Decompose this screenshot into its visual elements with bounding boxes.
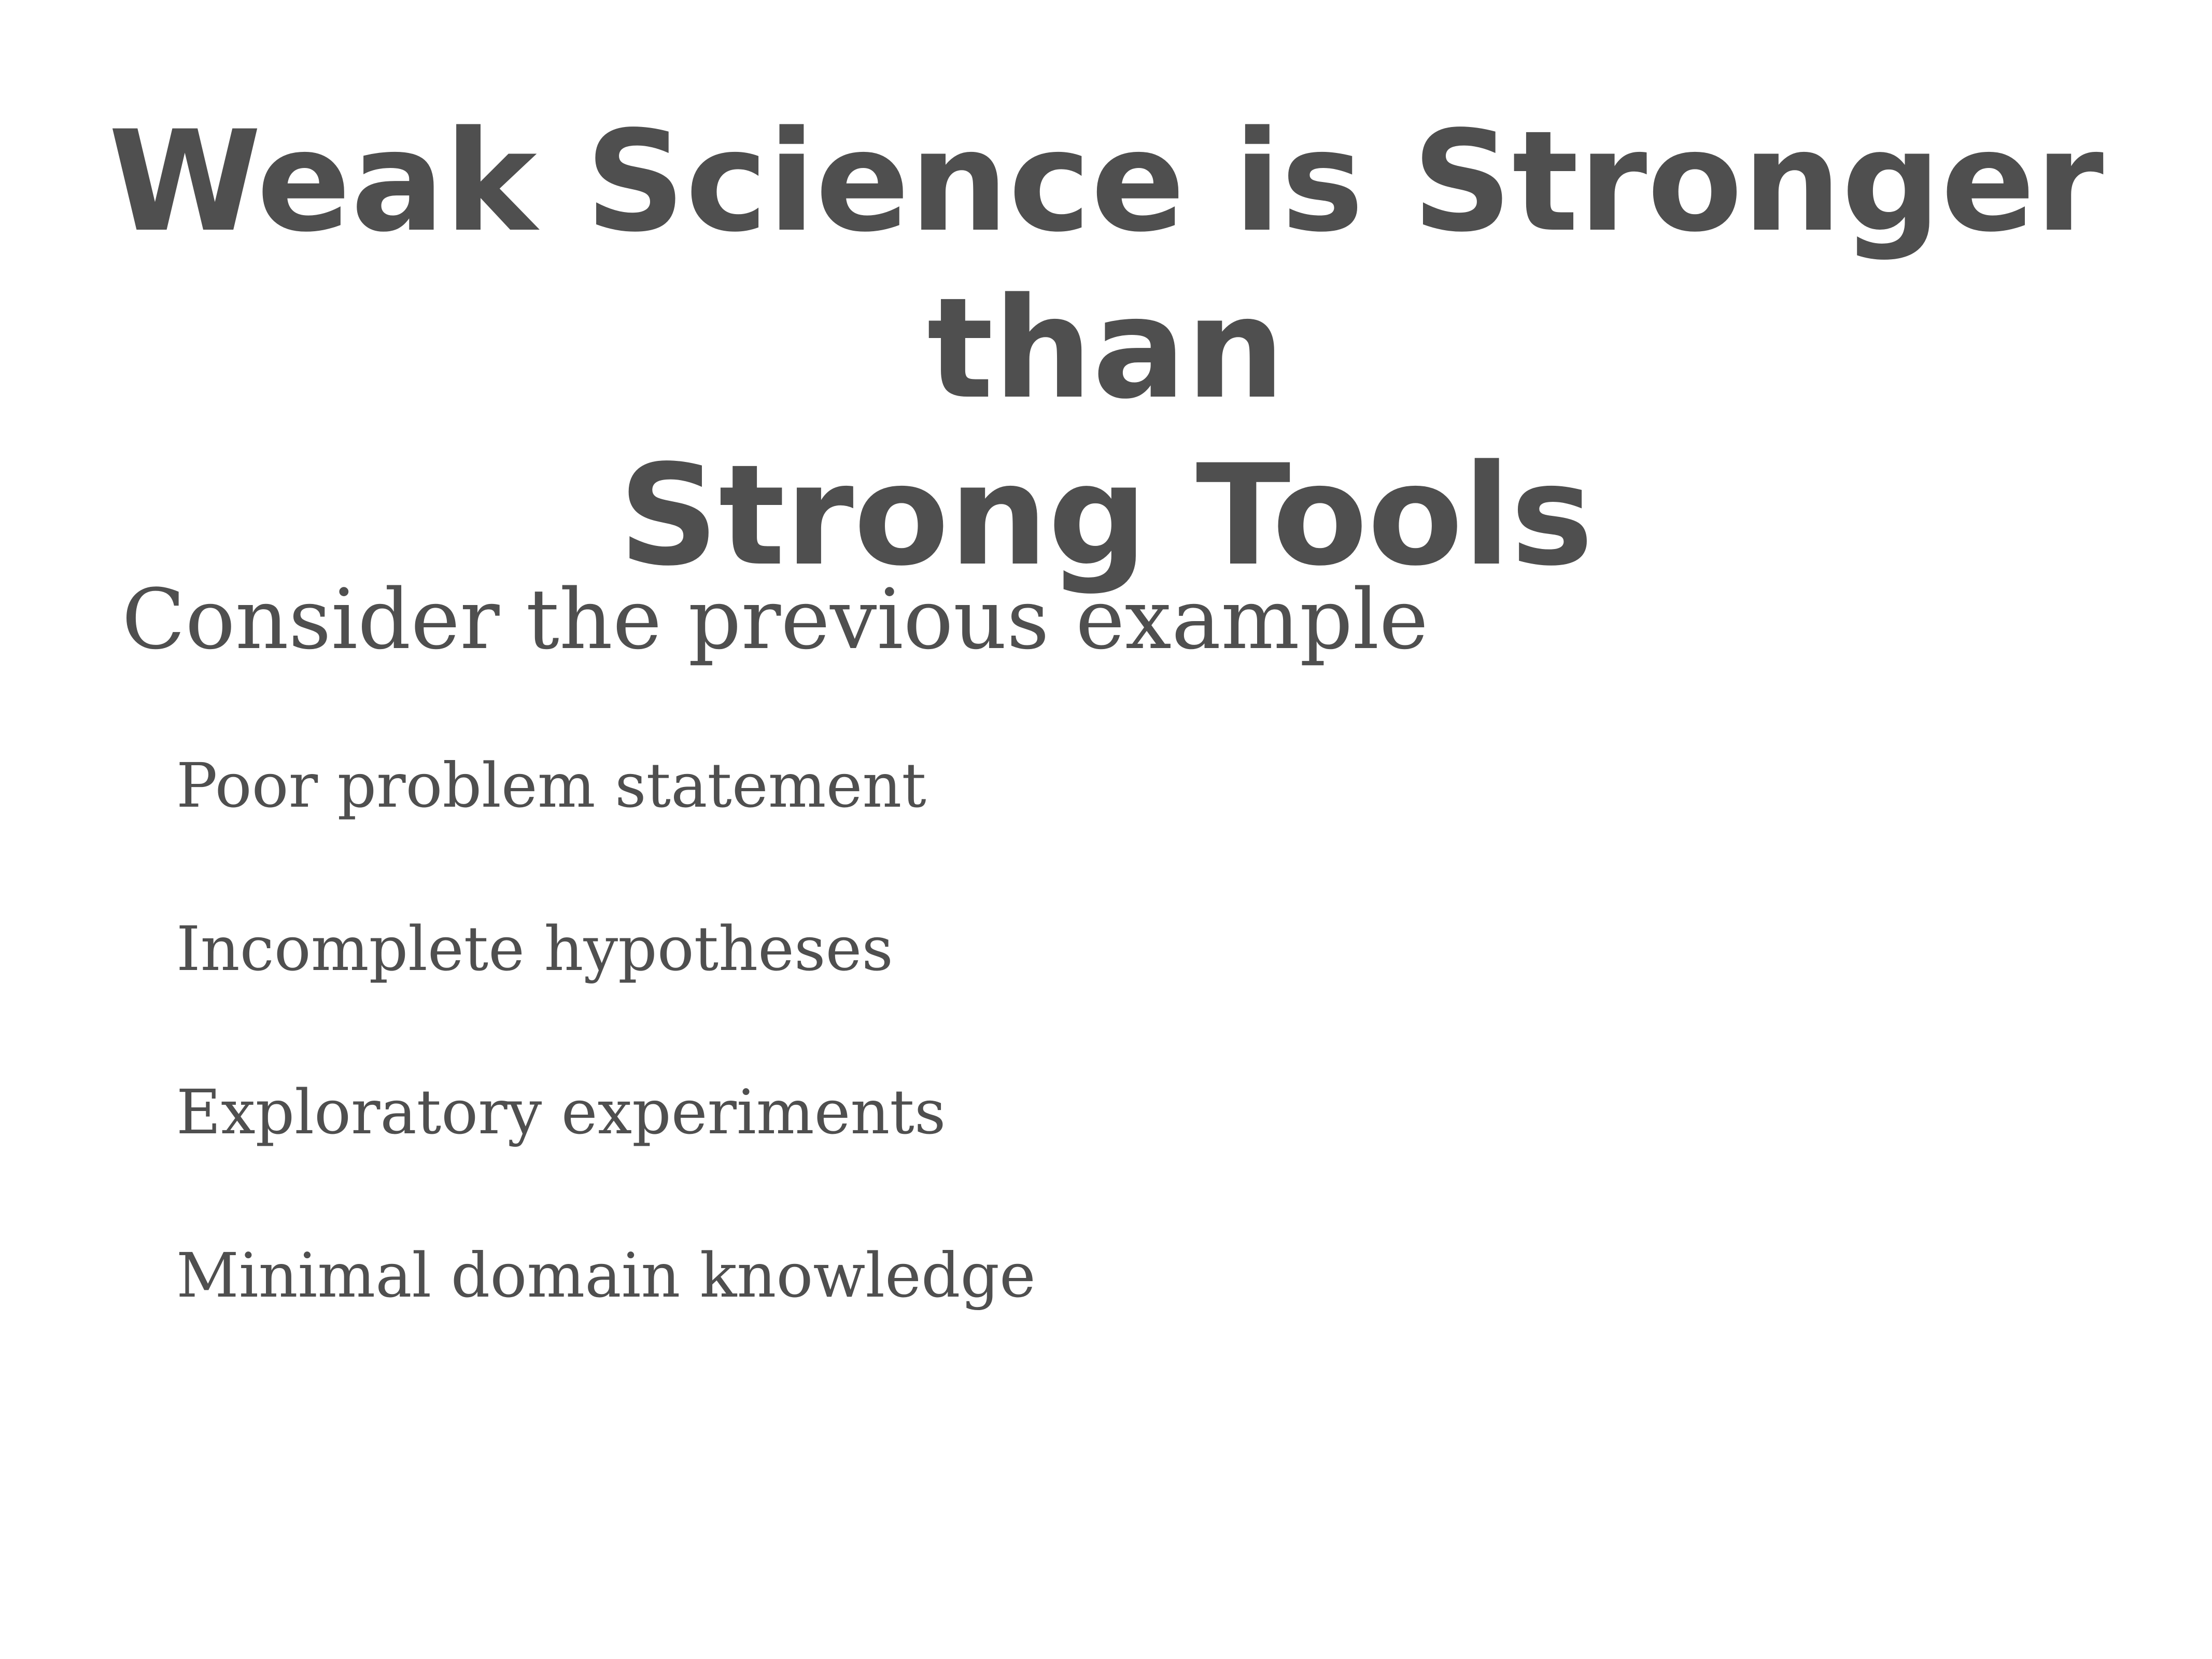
bullet-item: Poor problem statement	[176, 750, 926, 821]
bullet-item: Minimal domain knowledge	[176, 1240, 1036, 1311]
bullet-item: Incomplete hypotheses	[176, 913, 893, 985]
intro-text: Consider the previous example	[122, 571, 1429, 668]
slide-title: Weak Science is Stronger than Strong Too…	[0, 99, 2212, 599]
bullet-list: Poor problem statement Incomplete hypoth…	[176, 747, 1036, 1400]
slide-title-line-1: Weak Science is Stronger than	[108, 101, 2104, 430]
bullet-item: Exploratory experiments	[176, 1076, 946, 1148]
slide-title-line-2: Strong Tools	[618, 435, 1594, 597]
